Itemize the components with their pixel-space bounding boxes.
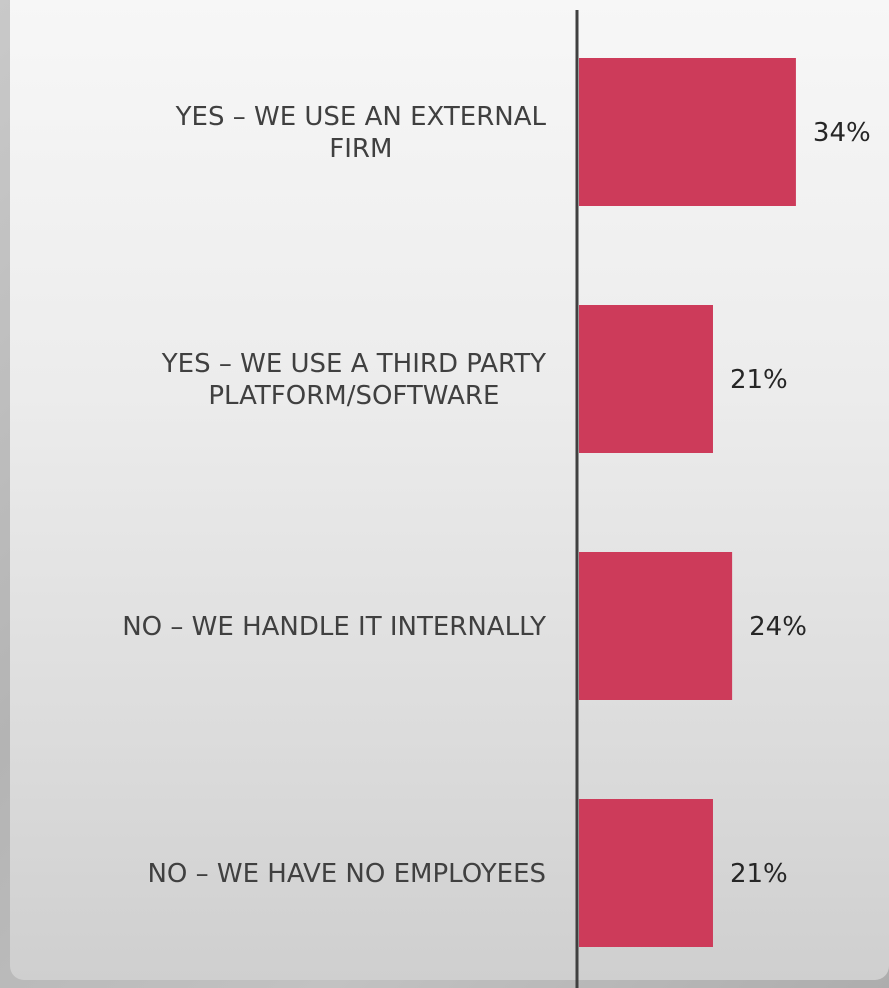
bar-3 [579,552,732,700]
labels-layer: 34% YES – WE USE AN EXTERNAL FIRM 21% YES – … [122,102,870,889]
category-label-1-line-2: FIRM [329,134,392,164]
value-label-3: 24% [749,612,807,642]
category-label-4-line-1: NO – WE HAVE NO EMPLOYEES [147,859,546,889]
category-label-3: NO – WE HANDLE IT INTERNALLY [122,612,546,642]
bar-2 [579,305,713,453]
value-label-2: 21% [730,365,788,395]
category-label-3-line-1: NO – WE HANDLE IT INTERNALLY [122,612,546,642]
category-label-2-line-1: YES – WE USE A THIRD PARTY [161,349,546,379]
category-label-4: NO – WE HAVE NO EMPLOYEES [147,859,546,889]
category-label-1: YES – WE USE AN EXTERNAL FIRM [175,102,547,164]
value-label-1: 34% [813,118,871,148]
bars-layer [579,58,796,947]
category-label-2: YES – WE USE A THIRD PARTY PLATFORM/SOFTW… [161,349,546,411]
value-label-4: 21% [730,859,788,889]
category-label-1-line-1: YES – WE USE AN EXTERNAL [175,102,547,132]
category-label-2-line-2: PLATFORM/SOFTWARE [208,381,499,411]
bar-4 [579,799,713,947]
bar-1 [579,58,796,206]
